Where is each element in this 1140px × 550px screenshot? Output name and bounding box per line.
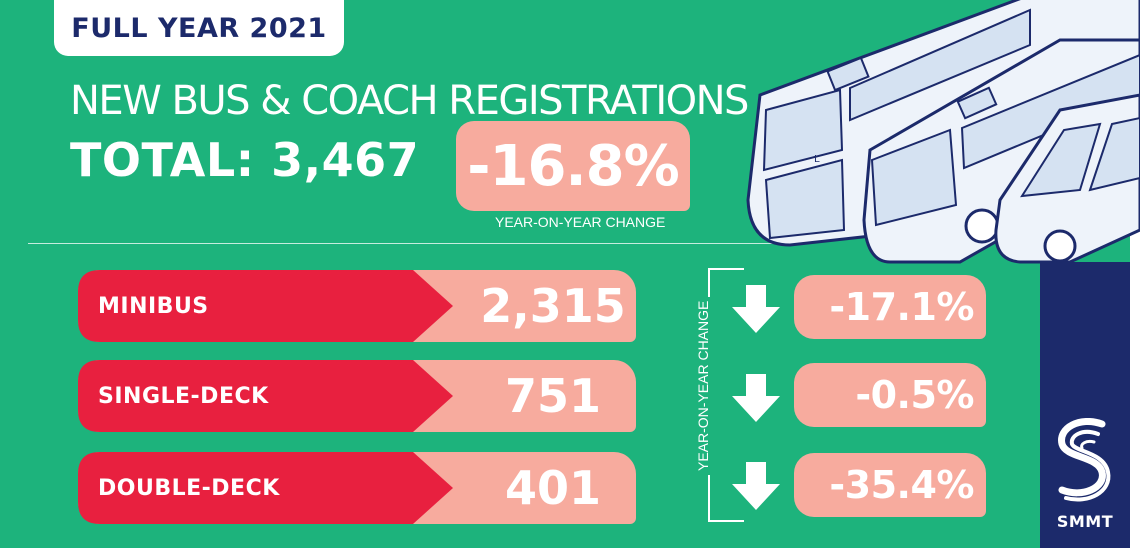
year-badge: FULL YEAR 2021	[54, 0, 344, 56]
brand-strip	[1040, 262, 1130, 548]
row-double-deck: DOUBLE-DECK 401	[78, 452, 638, 524]
change-badge-double-deck: -35.4%	[794, 453, 986, 517]
divider	[28, 243, 788, 244]
total-registrations: TOTAL: 3,467	[70, 133, 420, 187]
down-arrow-icon	[732, 462, 780, 510]
total-change-value: -16.8%	[467, 133, 680, 199]
category-label: DOUBLE-DECK	[98, 475, 280, 501]
down-arrow-icon	[732, 285, 780, 333]
row-single-deck: SINGLE-DECK 751	[78, 360, 638, 432]
change-badge-minibus: -17.1%	[794, 275, 986, 339]
bus-illustration: L	[746, 0, 1140, 264]
total-change-badge: -16.8%	[456, 121, 690, 211]
smmt-logo-text: SMMT	[1056, 512, 1114, 531]
bracket-label: YEAR-ON-YEAR CHANGE	[695, 296, 711, 475]
headline: NEW BUS & COACH REGISTRATIONS	[70, 78, 749, 124]
label-background	[78, 452, 453, 524]
label-background	[78, 360, 453, 432]
smmt-logo-icon	[1058, 418, 1111, 502]
change-badge-single-deck: -0.5%	[794, 363, 986, 427]
category-label: SINGLE-DECK	[98, 383, 269, 409]
down-arrow-icon	[732, 374, 780, 422]
category-label: MINIBUS	[98, 293, 209, 319]
change-value: -0.5%	[855, 373, 974, 417]
category-value: 751	[504, 369, 602, 423]
category-value: 401	[504, 461, 602, 515]
label-background	[78, 270, 453, 342]
bus-marking: L	[814, 154, 820, 165]
change-value: -17.1%	[829, 285, 974, 329]
change-value: -35.4%	[829, 463, 974, 507]
row-minibus: MINIBUS 2,315	[78, 270, 638, 342]
category-value: 2,315	[480, 279, 626, 333]
year-badge-text: FULL YEAR 2021	[71, 12, 327, 44]
total-change-caption: YEAR-ON-YEAR CHANGE	[495, 214, 666, 230]
